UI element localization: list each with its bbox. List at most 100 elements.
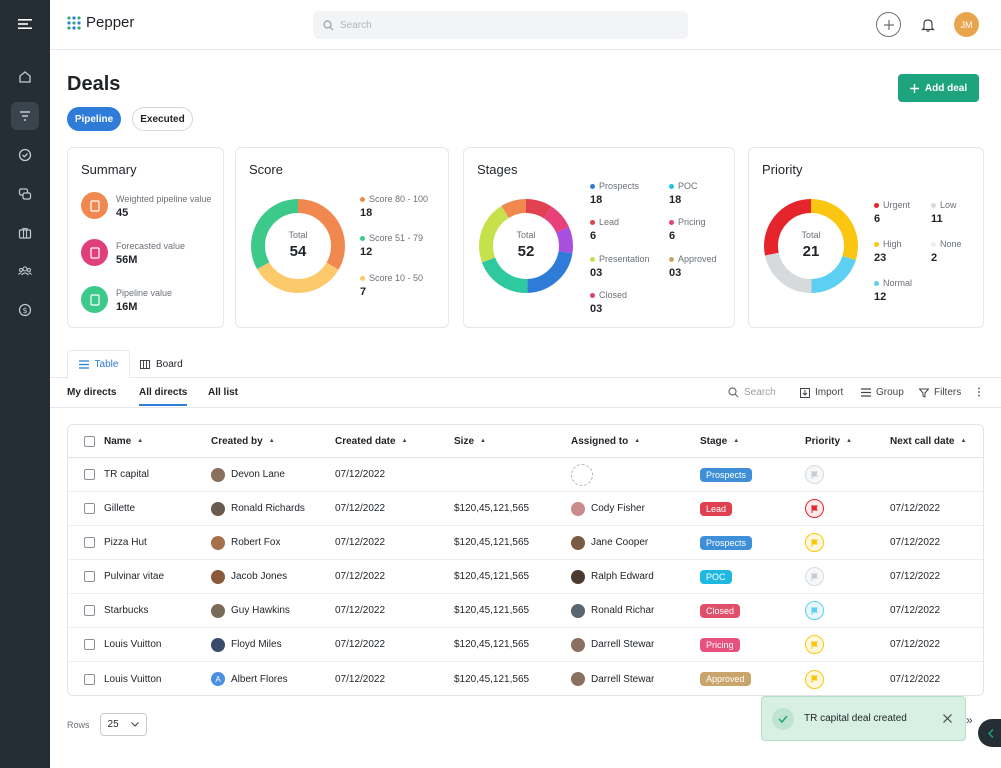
stage-badge[interactable]: Approved [700,662,751,695]
summary-forecasted: Forecasted value 56M [81,239,185,266]
deal-name[interactable]: TR capital [104,469,150,480]
priority-flag[interactable] [805,628,824,661]
stage-badge[interactable]: Lead [700,492,733,525]
stage-badge[interactable]: POC [700,560,732,593]
team-icon[interactable] [11,257,39,285]
list-icon [78,360,89,369]
priority-flag[interactable] [805,458,824,491]
row-checkbox[interactable] [84,594,95,627]
table-row[interactable]: Pulvinar vitae Jacob Jones 07/12/2022 $1… [68,560,983,594]
plus-icon [883,19,894,30]
tab-table[interactable]: Table [67,350,130,379]
assigned-to[interactable]: Ralph Edward [571,560,654,593]
table-row[interactable]: Pizza Hut Robert Fox 07/12/2022 $120,45,… [68,526,983,560]
row-checkbox[interactable] [84,492,95,525]
rows-per-page-select[interactable]: 25 [99,713,147,736]
col-name[interactable]: Name ▲ [104,435,144,447]
filter-all-list[interactable]: All list [208,387,239,398]
svg-text:$: $ [22,306,27,315]
filters-button[interactable]: Filters [919,387,961,398]
table-row[interactable]: Louis Vuitton A Albert Flores 07/12/2022 … [68,662,983,695]
app-logo[interactable]: Pepper [66,14,134,31]
stages-legend-item: Closed 03 [590,290,628,315]
summary-value: 56M [116,254,138,266]
sort-icon: ▲ [401,438,408,444]
deal-name[interactable]: Gillette [104,503,136,514]
assigned-to[interactable]: Darrell Stewar [571,628,654,661]
create-button[interactable] [876,12,901,37]
briefcase-icon[interactable] [11,219,39,247]
stages-legend-item: Lead 6 [590,217,620,242]
stage-badge[interactable]: Pricing [700,628,740,661]
filter-all-directs[interactable]: All directs [139,387,188,406]
table-row[interactable]: Louis Vuitton Floyd Miles 07/12/2022 $12… [68,628,983,662]
sort-icon: ▲ [846,438,852,444]
assign-user-icon[interactable] [571,458,593,491]
priority-flag[interactable] [805,662,824,695]
priority-flag[interactable] [805,492,824,525]
flag-icon [811,470,818,479]
view-mode-tabs: Table Board [50,350,1001,379]
chat-icon[interactable] [11,180,39,208]
table-row[interactable]: Gillette Ronald Richards 07/12/2022 $120… [68,492,983,526]
col-stage[interactable]: Stage ▲ [700,435,740,447]
import-button[interactable]: Import [800,387,843,398]
deal-name[interactable]: Starbucks [104,605,149,616]
table-search-input[interactable]: Search [728,387,776,398]
assigned-to[interactable]: Darrell Stewar [571,662,654,695]
stage-badge[interactable]: Prospects [700,458,753,491]
tab-executed[interactable]: Executed [132,107,193,131]
more-options-icon[interactable]: ⋮ [974,387,984,398]
col-next-call[interactable]: Next call date ▲ [890,435,967,447]
stage-badge[interactable]: Closed [700,594,741,627]
deal-name[interactable]: Pulvinar vitae [104,571,165,582]
priority-flag[interactable] [805,594,824,627]
col-priority[interactable]: Priority ▲ [805,435,852,447]
col-created-by[interactable]: Created by ▲ [211,435,275,447]
score-total: 54 [289,243,307,260]
notifications-button[interactable] [915,12,940,37]
score-legend-item: Score 80 - 100 18 [360,194,429,219]
tab-pipeline[interactable]: Pipeline [67,107,121,131]
table-row[interactable]: Starbucks Guy Hawkins 07/12/2022 $120,45… [68,594,983,628]
home-icon[interactable] [11,63,39,91]
assigned-to[interactable]: Ronald Richar [571,594,654,627]
priority-card: Priority Total 21 Urgent 6 Low 11 High 23 N… [748,147,984,328]
assigned-to[interactable]: Cody Fisher [571,492,645,525]
priority-flag[interactable] [805,526,824,559]
table-row[interactable]: TR capital Devon Lane 07/12/2022 Prospec… [68,458,983,492]
select-all-checkbox[interactable] [84,425,95,457]
summary-value: 16M [116,301,138,313]
collapse-panel-button[interactable] [978,719,1001,747]
assigned-to[interactable]: Jane Cooper [571,526,648,559]
priority-flag[interactable] [805,560,824,593]
priority-legend-item: Normal 12 [874,278,913,303]
deal-name[interactable]: Louis Vuitton [104,673,162,685]
stage-badge[interactable]: Prospects [700,526,753,559]
group-button[interactable]: Group [861,387,904,398]
row-checkbox[interactable] [84,628,95,661]
menu-icon[interactable] [11,10,39,38]
deal-name[interactable]: Louis Vuitton [104,639,162,650]
col-size[interactable]: Size ▲ [454,435,486,447]
row-checkbox[interactable] [84,662,95,695]
tab-board[interactable]: Board [140,350,183,378]
col-assigned[interactable]: Assigned to ▲ [571,435,641,447]
chevron-left-icon [988,728,994,738]
global-search-input[interactable]: Search [313,11,688,39]
row-checkbox[interactable] [84,526,95,559]
row-checkbox[interactable] [84,560,95,593]
close-icon[interactable] [943,714,952,723]
filter-icon [919,388,929,398]
deals-filter-icon[interactable] [11,102,39,130]
check-circle-icon[interactable] [11,141,39,169]
row-checkbox[interactable] [84,458,95,491]
next-page-icon[interactable]: » [966,713,973,727]
sort-icon: ▲ [268,438,275,444]
deal-name[interactable]: Pizza Hut [104,537,147,548]
col-created-date[interactable]: Created date ▲ [335,435,408,447]
dollar-icon[interactable]: $ [11,296,39,324]
user-avatar[interactable]: JM [954,12,979,37]
filter-my-directs[interactable]: My directs [67,387,117,398]
add-deal-button[interactable]: Add deal [898,74,979,102]
